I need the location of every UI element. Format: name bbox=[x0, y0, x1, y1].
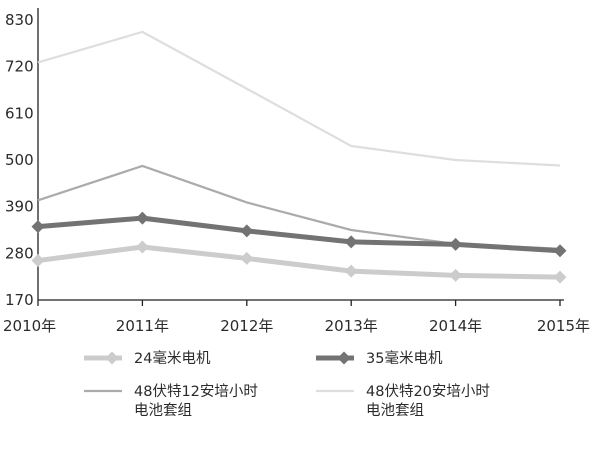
legend-label: 48伏特20安培小时 bbox=[366, 383, 490, 400]
series-2-line bbox=[37, 215, 561, 254]
legend-label: 24毫米电机 bbox=[134, 349, 211, 367]
x-tick-label: 2015年 bbox=[537, 317, 590, 335]
legend-label: 电池套组 bbox=[366, 402, 424, 419]
series-2-marker bbox=[240, 224, 254, 238]
legend-swatch-marker bbox=[105, 351, 119, 365]
series-1-line bbox=[37, 244, 561, 280]
series-4-line bbox=[37, 30, 561, 167]
x-tick-label: 2011年 bbox=[116, 317, 169, 335]
y-tick-label: 720 bbox=[5, 58, 34, 76]
legend-item-2: 35毫米电机 bbox=[316, 349, 443, 367]
y-tick-label: 500 bbox=[5, 151, 34, 169]
y-tick-label: 390 bbox=[5, 198, 34, 216]
legend-label: 48伏特12安培小时 bbox=[134, 383, 258, 400]
x-tick-label: 2013年 bbox=[325, 317, 378, 335]
legend-item-1: 24毫米电机 bbox=[84, 349, 211, 367]
y-tick-label: 610 bbox=[5, 104, 34, 122]
series-1-marker bbox=[344, 264, 358, 278]
series-1-marker bbox=[553, 270, 567, 284]
y-tick-label: 170 bbox=[5, 291, 34, 309]
series-2-marker bbox=[449, 237, 463, 251]
series-2-marker bbox=[135, 211, 149, 225]
x-tick-label: 2012年 bbox=[220, 317, 273, 335]
series-2 bbox=[31, 211, 567, 258]
y-tick-label: 280 bbox=[5, 244, 34, 262]
series-1-marker bbox=[31, 254, 45, 268]
series-2-marker bbox=[31, 220, 45, 234]
x-tick-labels: 2010年 2011年 2012年 2013年 2014年 2015年 bbox=[3, 317, 590, 335]
series-1 bbox=[31, 240, 567, 284]
series-1-marker bbox=[449, 268, 463, 282]
x-tick-label: 2014年 bbox=[429, 317, 482, 335]
legend-swatch-marker bbox=[337, 351, 351, 365]
series-group bbox=[31, 30, 567, 284]
legend-label: 电池套组 bbox=[134, 402, 192, 419]
axes bbox=[37, 8, 564, 306]
legend-label: 35毫米电机 bbox=[366, 349, 443, 367]
y-tick-labels: 170 280 390 500 610 720 830 bbox=[5, 11, 34, 309]
series-1-marker bbox=[240, 251, 254, 265]
series-1-marker bbox=[135, 240, 149, 254]
series-4 bbox=[37, 30, 561, 167]
y-tick-label: 830 bbox=[5, 11, 34, 29]
series-2-marker bbox=[553, 244, 567, 258]
x-tick-label: 2010年 bbox=[3, 317, 56, 335]
series-2-marker bbox=[344, 235, 358, 249]
